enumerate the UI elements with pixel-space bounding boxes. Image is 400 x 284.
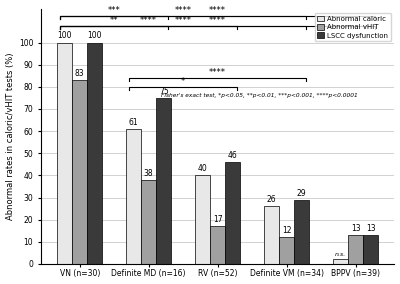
Text: *: *	[181, 77, 185, 86]
Text: 61: 61	[129, 118, 138, 127]
Text: 26: 26	[267, 195, 276, 204]
Y-axis label: Abnormal rates in caloric/vHIT tests (%): Abnormal rates in caloric/vHIT tests (%)	[6, 53, 14, 220]
Text: 38: 38	[144, 169, 154, 178]
Text: ****: ****	[209, 7, 226, 15]
Bar	[363, 235, 378, 264]
Text: 13: 13	[366, 224, 376, 233]
Bar	[141, 180, 156, 264]
Bar	[333, 260, 348, 264]
Text: ***: ***	[108, 7, 120, 15]
Text: 17: 17	[213, 215, 222, 224]
Text: n.s.: n.s.	[335, 252, 346, 257]
Text: 75: 75	[159, 87, 169, 96]
Text: ****: ****	[175, 16, 192, 25]
Text: ****: ****	[140, 16, 157, 25]
Bar	[72, 80, 87, 264]
Text: 83: 83	[75, 69, 84, 78]
Text: ****: ****	[209, 68, 226, 77]
Text: 100: 100	[88, 32, 102, 40]
Bar	[225, 162, 240, 264]
Bar	[210, 226, 225, 264]
Bar	[348, 235, 363, 264]
Text: 13: 13	[351, 224, 360, 233]
Text: Fisher's exact test, *p<0.05, **p<0.01, ***p<0.001, ****p<0.0001: Fisher's exact test, *p<0.05, **p<0.01, …	[161, 93, 358, 98]
Bar	[156, 98, 172, 264]
Text: 46: 46	[228, 151, 238, 160]
Bar	[279, 237, 294, 264]
Bar	[126, 129, 141, 264]
Bar	[87, 43, 102, 264]
Text: 40: 40	[198, 164, 207, 173]
Text: 29: 29	[297, 189, 307, 197]
Text: 100: 100	[57, 32, 72, 40]
Text: **: **	[110, 16, 118, 25]
Text: 12: 12	[282, 226, 291, 235]
Legend: Abnormal caloric, Abnormal vHIT, LSCC dysfunction: Abnormal caloric, Abnormal vHIT, LSCC dy…	[315, 13, 391, 41]
Bar	[264, 206, 279, 264]
Bar	[57, 43, 72, 264]
Bar	[294, 200, 309, 264]
Text: ****: ****	[175, 7, 192, 15]
Text: ****: ****	[209, 16, 226, 25]
Bar	[195, 176, 210, 264]
